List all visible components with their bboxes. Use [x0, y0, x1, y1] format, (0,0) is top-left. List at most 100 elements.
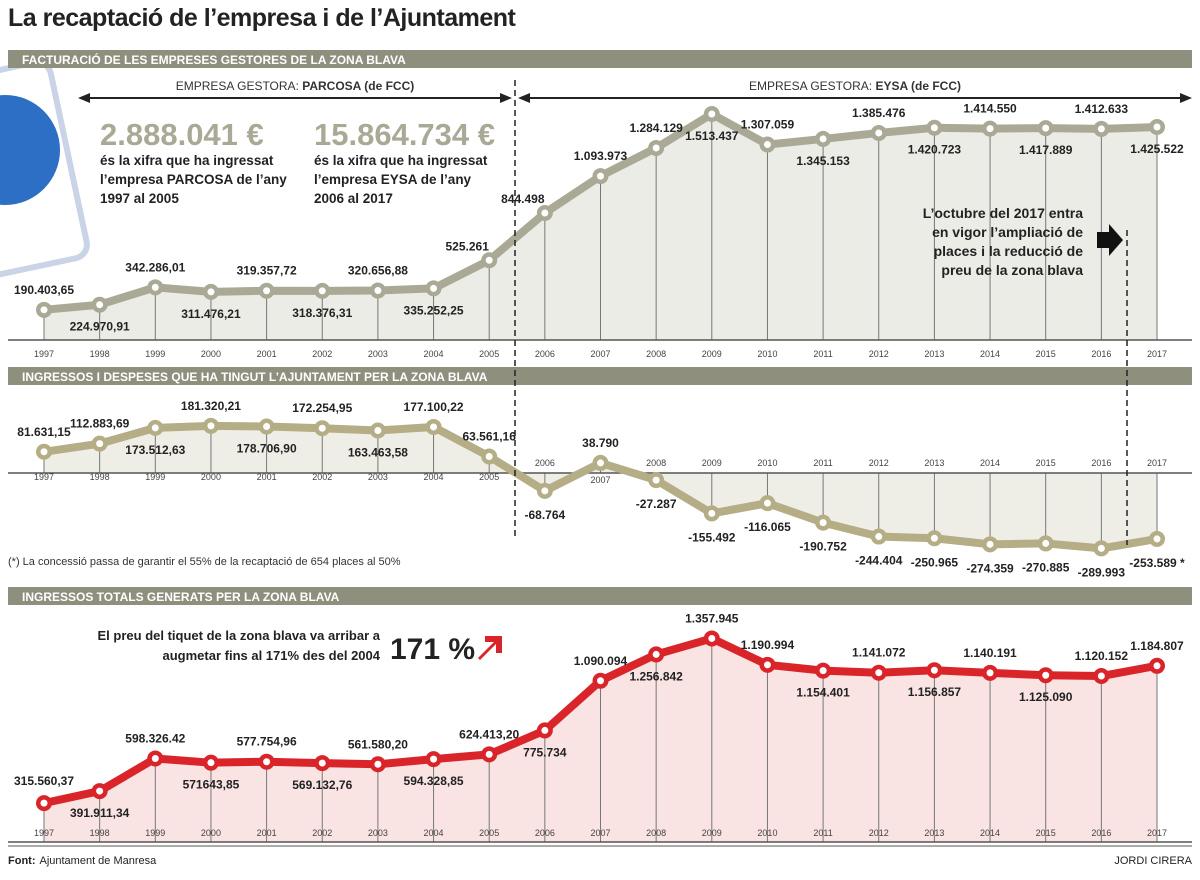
x-tick-label: 2008: [646, 828, 666, 838]
footnote: (*) La concessió passa de garantir el 55…: [8, 556, 401, 568]
source-name: Ajuntament de Manresa: [39, 855, 157, 867]
x-tick-label: 2016: [1091, 349, 1111, 359]
panel1-point-center: [986, 125, 994, 133]
x-tick-label: 2015: [1036, 349, 1056, 359]
panel2-data-label: 38.790: [582, 436, 619, 450]
arrow-right-icon: [1097, 224, 1123, 256]
x-tick-label: 2004: [424, 349, 444, 359]
panel2-point-center: [763, 499, 771, 507]
panel1-data-label: 1.412.633: [1075, 102, 1129, 116]
x-tick-label: 2013: [924, 458, 944, 468]
callout-text: 2006 al 2017: [314, 191, 393, 206]
panel3-data-label: 598.326.42: [125, 731, 185, 745]
period-label: EMPRESA GESTORA: PARCOSA (de FCC): [176, 79, 414, 93]
panel1-point-center: [930, 124, 938, 132]
panel1-point-center: [541, 209, 549, 217]
x-tick-label: 1999: [145, 349, 165, 359]
panel2-data-label: -250.965: [911, 555, 959, 569]
period-company: PARCOSA (de FCC): [302, 79, 414, 93]
panel2-data-label: 177.100,22: [404, 400, 464, 414]
panel2-data-label: -155.492: [688, 530, 736, 544]
panel3-point-center: [708, 634, 716, 642]
panel3-data-label: 624.413,20: [459, 727, 519, 741]
x-tick-label: 2001: [257, 349, 277, 359]
x-tick-label: 2012: [869, 828, 889, 838]
panel1-point-center: [763, 141, 771, 149]
panel2-data-label: 181.320,21: [181, 399, 241, 413]
panel1-point-center: [1042, 124, 1050, 132]
panel1-point-center: [374, 287, 382, 295]
note-text: en vigor l’ampliació de: [932, 224, 1083, 240]
x-tick-label: 2009: [702, 828, 722, 838]
panel1-data-label: 311.476,21: [181, 307, 241, 321]
panel3-point-center: [40, 799, 48, 807]
panel3-data-label: 577.754,96: [237, 735, 297, 749]
x-tick-label: 2016: [1091, 828, 1111, 838]
callout-text: 1997 al 2005: [100, 191, 179, 206]
panel3-point-center: [541, 726, 549, 734]
panel3-data-label: 1.154.401: [796, 686, 850, 700]
author-credit: JORDI CIRERA: [1114, 855, 1192, 867]
panel1-title: FACTURACIÓ DE LES EMPRESES GESTORES DE L…: [22, 52, 406, 67]
panel3-point-center: [1042, 671, 1050, 679]
percent-value: 171 %: [390, 633, 475, 666]
panel2-data-label: 172.254,95: [292, 401, 352, 415]
panel3-data-label: 569.132,76: [292, 778, 352, 792]
panel3-data-label: 594.328,85: [404, 774, 464, 788]
panel3-point-center: [875, 669, 883, 677]
x-tick-label: 1997: [34, 349, 54, 359]
panel3-data-label: 1.125.090: [1019, 690, 1073, 704]
panel3-data-label: 1.156.857: [908, 685, 962, 699]
callout-amount: 2.888.041 €: [100, 117, 264, 152]
panel3-data-label: 1.141.072: [852, 646, 906, 660]
x-tick-label: 2015: [1036, 458, 1056, 468]
x-tick-label: 2004: [424, 828, 444, 838]
panel3-point-center: [318, 759, 326, 767]
x-tick-label: 2017: [1147, 349, 1167, 359]
panel1-title-bar: [8, 50, 1192, 68]
x-tick-label: 2014: [980, 349, 1000, 359]
x-tick-label: 2007: [590, 828, 610, 838]
x-tick-label: 2005: [479, 349, 499, 359]
panel3-point-center: [374, 760, 382, 768]
panel1-point-center: [40, 306, 48, 314]
note-text: L’octubre del 2017 entra: [923, 205, 1083, 221]
x-tick-label: 2001: [257, 828, 277, 838]
panel3-title-bar: [8, 587, 1192, 605]
period-label: EMPRESA GESTORA: EYSA (de FCC): [749, 79, 961, 93]
panel2-title-bar: [8, 367, 1192, 385]
x-tick-label: 2012: [869, 349, 889, 359]
panel2-data-label: 173.512,63: [125, 443, 185, 457]
panel3-data-label: 1.120.152: [1075, 649, 1129, 663]
x-tick-label: 2017: [1147, 458, 1167, 468]
panel1-point-center: [430, 284, 438, 292]
panel3-data-label: 1.357.945: [685, 611, 739, 625]
x-tick-label: 2006: [535, 349, 555, 359]
panel3-point-center: [96, 787, 104, 795]
panel2-data-label: -190.752: [799, 540, 847, 554]
panel2-data-label: 63.561,16: [463, 429, 517, 443]
x-tick-label: 2015: [1036, 828, 1056, 838]
panel1-point-center: [1153, 123, 1161, 131]
x-tick-label: 2000: [201, 472, 221, 482]
panel1-data-label: 1.513.437: [685, 129, 739, 143]
panel1-data-label: 844.498: [501, 192, 545, 206]
panel1-point-center: [96, 301, 104, 309]
note-text: preu de la zona blava: [941, 262, 1083, 278]
panel1-data-label: 1.093.973: [574, 149, 628, 163]
panel1-data-label: 319.357,72: [237, 264, 297, 278]
note-text: places i la reducció de: [934, 243, 1084, 259]
x-tick-label: 1999: [145, 828, 165, 838]
x-tick-label: 2012: [869, 458, 889, 468]
panel1-data-label: 342.286,01: [125, 260, 185, 274]
x-tick-label: 2008: [646, 458, 666, 468]
panel2-point-center: [1153, 535, 1161, 543]
panel2-title: INGRESSOS I DESPESES QUE HA TINGUT L’AJU…: [22, 370, 488, 384]
panel3-data-label: 1.090.094: [574, 654, 628, 668]
panel3-point-center: [1153, 662, 1161, 670]
x-tick-label: 2013: [924, 828, 944, 838]
panel1-data-label: 525.261: [446, 239, 490, 253]
panel2-point-center: [708, 509, 716, 517]
x-tick-label: 2009: [702, 349, 722, 359]
callout-amount: 15.864.734 €: [314, 117, 495, 152]
